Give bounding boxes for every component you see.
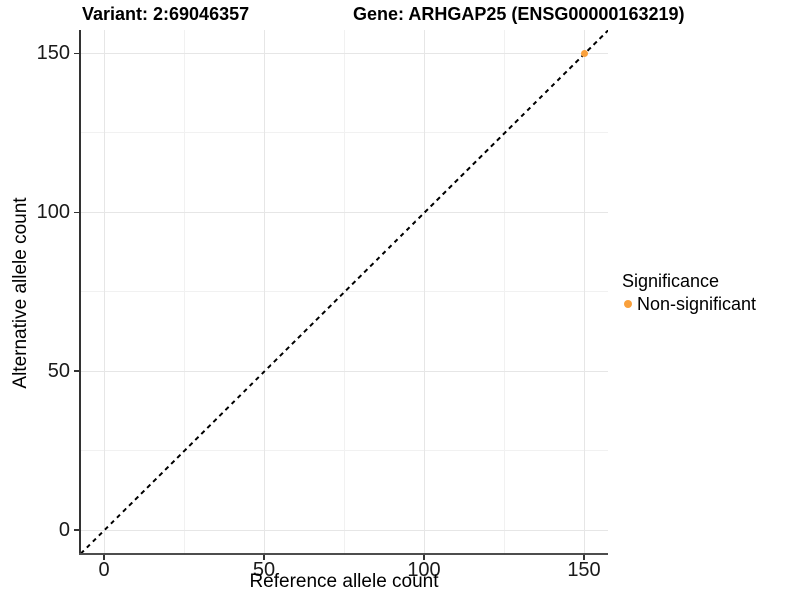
y-tick-mark xyxy=(74,370,79,372)
x-tick-mark xyxy=(263,555,265,560)
major-gridline-vertical xyxy=(423,30,425,554)
x-tick-label: 100 xyxy=(407,559,441,581)
y-tick-label: 0 xyxy=(58,519,70,541)
y-tick-label: 50 xyxy=(47,360,70,383)
major-gridline-vertical xyxy=(103,30,105,554)
major-gridline-horizontal xyxy=(80,52,608,54)
legend-title: Significance xyxy=(622,271,720,291)
legend-item-label: Non-significant xyxy=(637,294,757,314)
x-tick-mark xyxy=(103,555,105,560)
x-tick-label: 150 xyxy=(567,559,601,581)
minor-gridline-horizontal xyxy=(80,132,608,134)
major-gridline-horizontal xyxy=(80,370,608,372)
plot-title-gene: Gene: ARHGAP25 (ENSG00000163219) xyxy=(353,4,685,24)
x-tick-label: 0 xyxy=(98,559,110,581)
minor-gridline-horizontal xyxy=(80,450,608,452)
major-gridline-vertical xyxy=(583,30,585,554)
legend-item-non-significant: Non-significant xyxy=(620,293,756,315)
data-point-non-significant xyxy=(580,49,588,57)
y-tick-mark xyxy=(74,529,79,531)
y-axis-line xyxy=(79,30,81,555)
non-significant-point-icon xyxy=(624,300,632,308)
major-gridline-horizontal xyxy=(80,529,608,531)
major-gridline-horizontal xyxy=(80,211,608,213)
x-tick-mark xyxy=(423,555,425,560)
x-axis-title: Reference allele count xyxy=(249,571,439,592)
major-gridline-vertical xyxy=(263,30,265,554)
x-axis-line xyxy=(79,553,608,555)
plot-title-variant: Variant: 2:69046357 xyxy=(82,4,250,24)
legend: Significance Non-significant xyxy=(620,270,756,315)
y-tick-label: 100 xyxy=(36,201,70,224)
x-tick-mark xyxy=(583,555,585,560)
y-axis-title: Alternative allele count xyxy=(10,197,31,389)
x-tick-label: 50 xyxy=(252,559,276,581)
y-tick-mark xyxy=(74,52,79,55)
y-tick-label: 150 xyxy=(36,42,70,65)
y-tick-mark xyxy=(74,211,79,214)
plot-panel xyxy=(80,30,608,554)
